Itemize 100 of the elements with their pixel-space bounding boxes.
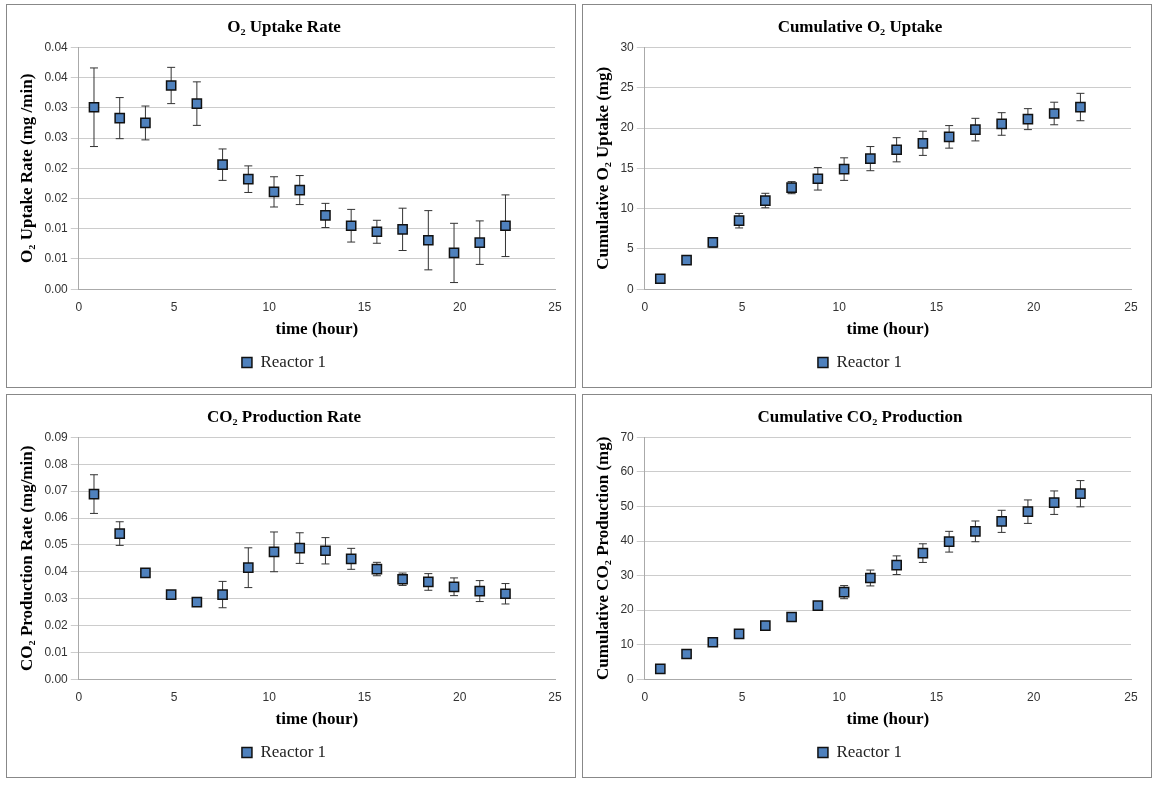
legend-label: Reactor 1 bbox=[260, 351, 327, 371]
point bbox=[345, 220, 357, 232]
y-tick-label: 30 bbox=[620, 567, 635, 582]
point bbox=[114, 528, 126, 539]
point bbox=[996, 515, 1007, 527]
x-tick-label: 10 bbox=[262, 689, 277, 704]
y-tick-label: 20 bbox=[620, 120, 635, 135]
y-tick-label: 5 bbox=[627, 241, 635, 256]
point bbox=[1075, 101, 1086, 113]
y-tick-label: 70 bbox=[620, 429, 635, 444]
legend-label: Reactor 1 bbox=[260, 741, 327, 761]
y-tick-label: 0 bbox=[627, 281, 635, 296]
point bbox=[114, 112, 126, 124]
point bbox=[970, 124, 981, 135]
x-tick-label: 0 bbox=[75, 299, 83, 314]
point bbox=[891, 559, 902, 571]
y-tick-label: 10 bbox=[620, 200, 635, 215]
point bbox=[294, 184, 306, 196]
point bbox=[474, 585, 486, 597]
y-tick-label: 15 bbox=[620, 160, 635, 175]
x-tick-label: 0 bbox=[641, 689, 649, 704]
x-tick-label: 5 bbox=[738, 689, 746, 704]
x-tick-label: 10 bbox=[262, 299, 277, 314]
y-tick-label: 0.03 bbox=[44, 130, 69, 145]
point bbox=[865, 153, 876, 164]
point bbox=[140, 117, 151, 129]
point bbox=[217, 159, 228, 171]
x-tick-label: 25 bbox=[548, 299, 562, 314]
chart-title: O₂ Uptake Rate bbox=[227, 16, 342, 36]
x-tick-label: 20 bbox=[1027, 299, 1041, 314]
y-tick-label: 0.02 bbox=[44, 617, 69, 632]
y-axis-title: Cumulative CO₂ Production (mg) bbox=[592, 436, 612, 680]
point bbox=[294, 542, 306, 554]
point bbox=[786, 611, 797, 623]
x-tick-label: 25 bbox=[548, 689, 562, 704]
point bbox=[759, 620, 771, 632]
x-tick-label: 15 bbox=[357, 299, 372, 314]
y-tick-label: 0.04 bbox=[44, 69, 69, 84]
x-tick-label: 15 bbox=[929, 689, 944, 704]
point bbox=[165, 80, 177, 91]
point bbox=[242, 562, 254, 574]
x-tick-label: 20 bbox=[1027, 689, 1041, 704]
point bbox=[474, 237, 486, 248]
chart-title: Cumulative O₂ Uptake bbox=[777, 16, 943, 36]
point bbox=[422, 234, 434, 246]
x-tick-label: 20 bbox=[453, 299, 467, 314]
point bbox=[320, 210, 331, 221]
y-tick-label: 0.01 bbox=[44, 251, 69, 266]
x-tick-label: 25 bbox=[1124, 299, 1138, 314]
y-tick-label: 0.08 bbox=[44, 456, 69, 471]
y-tick-label: 0.00 bbox=[44, 281, 69, 296]
y-tick-label: 0.04 bbox=[44, 564, 69, 579]
x-tick-label: 0 bbox=[75, 689, 83, 704]
y-axis-title: Cumulative O₂ Uptake (mg) bbox=[592, 66, 612, 270]
y-tick-label: 30 bbox=[620, 39, 635, 54]
x-tick-label: 15 bbox=[929, 299, 944, 314]
point bbox=[500, 588, 511, 600]
point bbox=[371, 226, 383, 238]
y-tick-label: 10 bbox=[620, 636, 635, 651]
x-tick-label: 25 bbox=[1124, 689, 1138, 704]
x-axis-title: time (hour) bbox=[846, 319, 930, 339]
point bbox=[943, 536, 955, 548]
point bbox=[345, 553, 357, 565]
x-tick-label: 5 bbox=[170, 689, 178, 704]
x-tick-label: 0 bbox=[641, 299, 649, 314]
point bbox=[217, 589, 228, 600]
point bbox=[917, 137, 929, 149]
point bbox=[140, 567, 151, 579]
legend-label: Reactor 1 bbox=[836, 351, 903, 371]
y-tick-label: 0.01 bbox=[44, 644, 69, 659]
point bbox=[320, 545, 331, 557]
y-tick-label: 0.09 bbox=[44, 429, 69, 444]
y-tick-label: 50 bbox=[620, 498, 635, 513]
x-axis-title: time (hour) bbox=[275, 709, 359, 729]
y-tick-label: 0.06 bbox=[44, 510, 69, 525]
point bbox=[242, 173, 254, 185]
x-tick-label: 10 bbox=[832, 299, 847, 314]
y-axis-title: CO₂ Production Rate (mg/min) bbox=[16, 445, 36, 671]
point bbox=[191, 98, 203, 109]
point bbox=[654, 273, 666, 285]
y-tick-label: 0.02 bbox=[44, 190, 69, 205]
y-tick-label: 0.00 bbox=[44, 671, 69, 686]
y-tick-label: 40 bbox=[620, 533, 635, 548]
x-tick-label: 5 bbox=[738, 299, 746, 314]
point bbox=[500, 220, 511, 232]
x-tick-label: 15 bbox=[357, 689, 372, 704]
point bbox=[88, 101, 100, 113]
y-tick-label: 0.02 bbox=[44, 160, 69, 175]
x-tick-label: 5 bbox=[170, 299, 178, 314]
y-tick-label: 0.07 bbox=[44, 483, 69, 498]
x-axis-title: time (hour) bbox=[846, 709, 930, 729]
chart-title: Cumulative CO₂ Production bbox=[757, 406, 964, 426]
point bbox=[654, 663, 666, 675]
point bbox=[1048, 108, 1060, 119]
point bbox=[397, 224, 408, 235]
point bbox=[165, 589, 177, 600]
x-axis-title: time (hour) bbox=[275, 319, 359, 339]
point bbox=[448, 581, 460, 593]
point bbox=[681, 648, 692, 660]
x-tick-label: 10 bbox=[832, 689, 847, 704]
